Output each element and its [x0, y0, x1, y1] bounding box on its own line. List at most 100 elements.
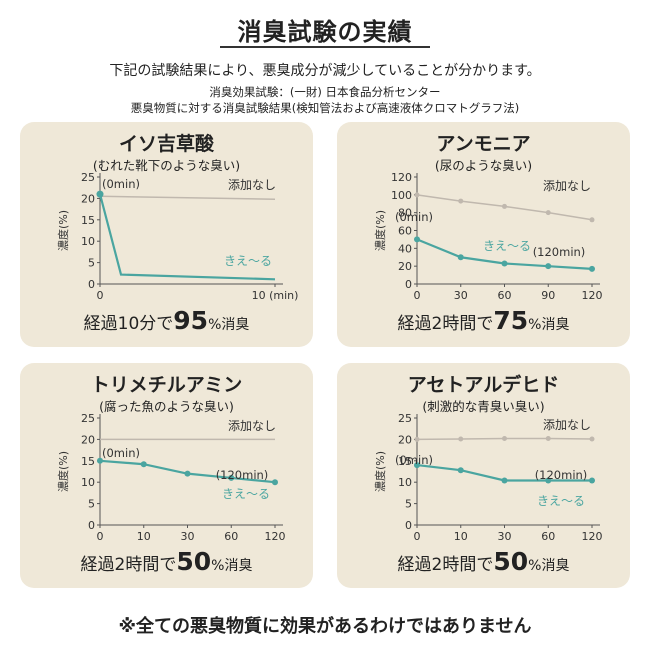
y-tick-label: 10	[81, 235, 95, 248]
y-axis-label: 濃度(%)	[373, 210, 387, 251]
y-tick-label: 80	[398, 207, 412, 220]
result-text: 経過10分で95%消臭	[20, 306, 313, 335]
y-tick-label: 60	[398, 225, 412, 238]
result-text: 経過2時間で50%消臭	[20, 547, 313, 576]
page-title: 消臭試験の実績	[237, 18, 413, 46]
result-suffix: %消臭	[211, 558, 253, 574]
y-tick-label: 20	[398, 433, 412, 446]
treated-point	[457, 467, 464, 474]
series-untreated-label: 添加なし	[543, 418, 591, 432]
untreated-point	[414, 192, 420, 198]
treated-point	[97, 457, 103, 464]
y-tick-label: 5	[88, 498, 95, 511]
result-suffix: %消臭	[528, 317, 570, 333]
chart-subtitle: (むれた靴下のような臭い)	[92, 158, 241, 173]
series-treated-label: きえ〜る	[224, 254, 272, 268]
y-tick-label: 15	[81, 214, 95, 227]
chart-title: トリメチルアミン	[90, 374, 243, 396]
series-untreated-label: 添加なし	[228, 419, 276, 433]
chart-title: アンモニア	[436, 133, 531, 155]
chart-card-trimethylamine: トリメチルアミン (腐った魚のような臭い) 0 5 10 15 20 25 0 10 30 60 1…	[20, 363, 313, 588]
result-prefix: 経過10分で	[83, 314, 174, 334]
untreated-point	[589, 436, 595, 442]
result-text: 経過2時間で50%消臭	[337, 547, 630, 576]
x-tick-label: 120	[582, 530, 603, 543]
annotation-start: (0min)	[102, 177, 140, 191]
result-prefix: 経過2時間で	[397, 314, 494, 334]
treated-point	[589, 265, 595, 272]
y-tick-label: 25	[81, 171, 95, 184]
untreated-point	[545, 436, 551, 442]
annotation-start: (0min)	[395, 453, 433, 467]
x-tick-label: 30	[181, 530, 195, 543]
result-suffix: %消臭	[528, 558, 570, 574]
annotation-end: (120min)	[533, 245, 586, 259]
annotation-end: (120min)	[216, 468, 269, 482]
x-tick-label: 10	[137, 530, 151, 543]
y-tick-label: 40	[398, 242, 412, 255]
y-tick-label: 5	[88, 257, 95, 270]
untreated-point	[589, 217, 595, 223]
series-untreated-line	[99, 195, 276, 201]
chart-card-ammonia: アンモニア (尿のような臭い) 0 20 40 60 80 100 120 0 30 60 90 12…	[337, 122, 630, 347]
result-prefix: 経過2時間で	[80, 555, 177, 575]
y-tick-label: 100	[391, 189, 412, 202]
treated-point	[457, 254, 464, 261]
treated-point	[501, 477, 508, 484]
chart-card-acetaldehyde: アセトアルデヒド (刺激的な青臭い臭い) 0 5 10 15 20 25 0 10 30 60 12…	[337, 363, 630, 588]
y-axis-label: 濃度(%)	[56, 210, 70, 251]
untreated-point	[414, 436, 420, 442]
source-line-2: 悪臭物質に対する消臭試験結果(検知管法および高速液体クロマトグラフ法)	[130, 101, 520, 115]
treated-point	[140, 461, 147, 468]
result-suffix: %消臭	[208, 317, 250, 333]
treated-point	[414, 236, 420, 243]
treated-point	[184, 470, 191, 477]
x-tick-label: 30	[498, 530, 512, 543]
y-tick-label: 15	[398, 455, 412, 468]
y-tick-label: 0	[88, 278, 95, 291]
untreated-point	[502, 436, 507, 442]
y-axis-label: 濃度(%)	[373, 451, 387, 492]
y-tick-label: 20	[81, 433, 95, 446]
footer-note: ※全ての悪臭物質に効果があるわけではありません	[118, 616, 532, 637]
y-tick-label: 0	[88, 519, 95, 532]
treated-point	[414, 462, 420, 469]
source-line-1: 消臭効果試験：(一財) 日本食品分析センター	[209, 85, 441, 99]
result-text: 経過2時間で75%消臭	[337, 306, 630, 335]
x-tick-label: 0	[414, 289, 421, 302]
annotation-start: (0min)	[395, 210, 433, 224]
series-treated-line	[98, 193, 276, 281]
x-tick-label: 10	[454, 530, 468, 543]
y-tick-label: 20	[81, 192, 95, 205]
treated-point	[272, 479, 278, 486]
treated-point	[96, 190, 104, 198]
series-treated-label: きえ〜る	[222, 487, 270, 501]
y-tick-label: 15	[81, 455, 95, 468]
x-tick-label: 0	[414, 530, 421, 543]
annotation-start: (0min)	[102, 446, 140, 460]
y-tick-label: 20	[398, 260, 412, 273]
chart-card-isovaleric: イソ吉草酸 (むれた靴下のような臭い) 0 5 10 15 20 25 0 10 (min) 濃…	[20, 122, 313, 347]
y-tick-label: 120	[391, 171, 412, 184]
result-value: 50	[493, 547, 529, 576]
series-untreated-label: 添加なし	[543, 179, 591, 193]
intro-text: 下記の試験結果により、悪臭成分が減少していることが分かります。	[109, 63, 541, 79]
y-tick-label: 25	[81, 412, 95, 425]
chart-subtitle: (刺激的な青臭い臭い)	[422, 399, 545, 414]
treated-point	[501, 260, 508, 267]
y-axis-label: 濃度(%)	[56, 451, 70, 492]
treated-point	[545, 263, 552, 270]
x-tick-label: 120	[582, 289, 603, 302]
x-tick-label: 60	[224, 530, 238, 543]
untreated-point	[545, 210, 551, 216]
x-tick-label: 60	[541, 530, 555, 543]
x-tick-label: 120	[265, 530, 286, 543]
x-tick-label: 60	[498, 289, 512, 302]
result-value: 50	[176, 547, 212, 576]
untreated-point	[502, 203, 507, 209]
treated-point	[545, 477, 552, 484]
y-tick-label: 10	[81, 476, 95, 489]
